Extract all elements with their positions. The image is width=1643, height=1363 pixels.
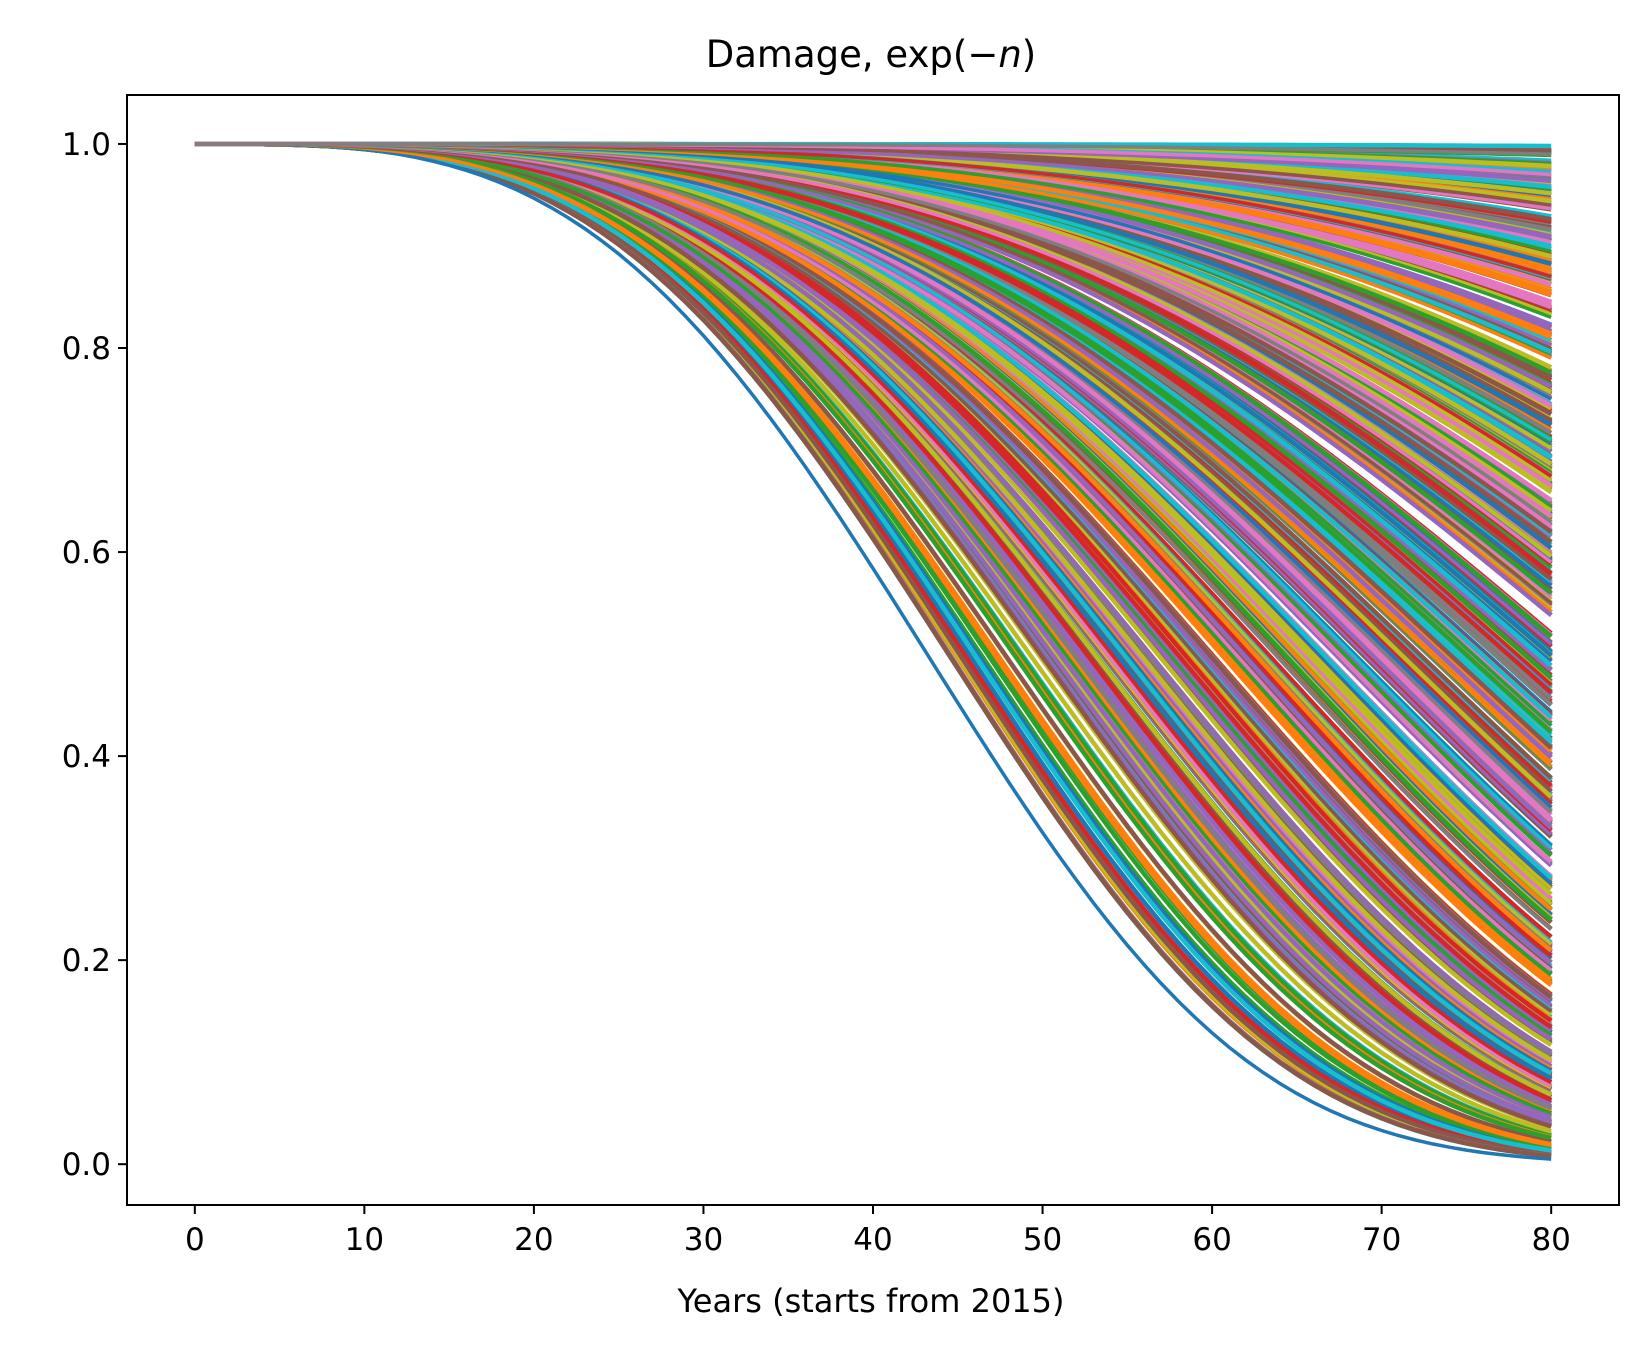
x-tick-label: 0 bbox=[185, 1222, 205, 1258]
y-tick-label: 1.0 bbox=[62, 127, 111, 163]
chart-title-prefix: Damage, exp(− bbox=[706, 33, 999, 76]
x-tick-label: 10 bbox=[345, 1222, 384, 1258]
x-axis-label: Years (starts from 2015) bbox=[676, 1282, 1064, 1320]
x-tick-label: 80 bbox=[1531, 1222, 1570, 1258]
x-tick-label: 30 bbox=[684, 1222, 723, 1258]
series-line-data-1 bbox=[194, 142, 1552, 1146]
y-tick-label: 0.6 bbox=[62, 535, 111, 571]
x-tick-label: 60 bbox=[1192, 1222, 1231, 1258]
y-tick-label: 0.4 bbox=[62, 739, 111, 775]
y-tick-label: 0.0 bbox=[62, 1147, 111, 1183]
chart-title-variable: n bbox=[998, 33, 1021, 76]
chart-title: Damage, exp(−n) bbox=[706, 33, 1036, 76]
y-axis: 0.0 0.2 0.4 0.6 0.8 1.0 bbox=[62, 127, 127, 1183]
series-line-data-27 bbox=[194, 142, 1552, 156]
series-line-data-0 bbox=[194, 142, 1552, 1161]
x-tick-label: 50 bbox=[1023, 1222, 1062, 1258]
x-tick-label: 20 bbox=[514, 1222, 553, 1258]
y-tick-label: 0.8 bbox=[62, 331, 111, 367]
chart-title-suffix: ) bbox=[1022, 33, 1036, 76]
x-axis: 0 10 20 30 40 50 60 70 80 bbox=[185, 1205, 1571, 1258]
y-tick-label: 0.2 bbox=[62, 943, 111, 979]
x-tick-label: 40 bbox=[853, 1222, 892, 1258]
x-tick-label: 70 bbox=[1362, 1222, 1401, 1258]
series-lines bbox=[194, 141, 1553, 1161]
